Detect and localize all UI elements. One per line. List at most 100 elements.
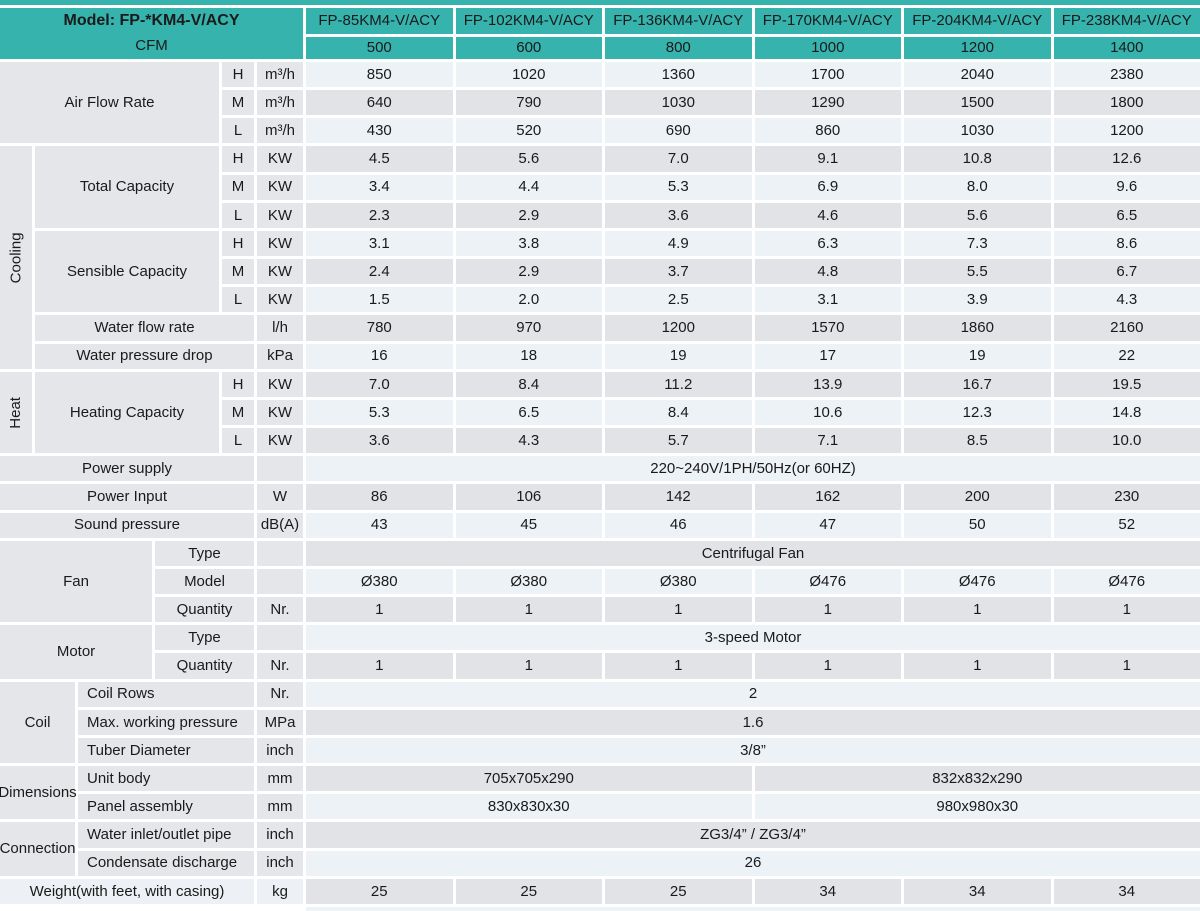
value-cell: 230	[1053, 484, 1200, 510]
value-cell: 1020	[455, 62, 602, 88]
value-cell: Ø380	[605, 568, 752, 595]
value-cell: 8.5	[904, 428, 1051, 454]
value-cell: 800	[605, 37, 752, 59]
value-cell: 3.4	[306, 174, 453, 200]
value-cell: 2.4	[306, 259, 453, 285]
value-cell: 4.3	[1053, 287, 1200, 313]
value-cell: 430	[306, 118, 453, 144]
value-cell: 3.6	[605, 202, 752, 228]
value-cell: 1	[455, 597, 602, 623]
value-cell: 9.6	[1053, 174, 1200, 200]
value-cell: 1200	[904, 37, 1051, 59]
unit-cell: KW	[257, 259, 303, 285]
value-cell: 86	[306, 484, 453, 510]
power-supply-label: Power supply	[0, 456, 254, 482]
speed-cell: L	[222, 118, 254, 144]
value-cell: 1	[1053, 653, 1200, 679]
value-cell: 4.6	[754, 202, 901, 228]
tuber-diameter-value: 3/8”	[306, 737, 1200, 764]
value-cell: 17	[754, 343, 901, 369]
model-header-cell: Model: FP-*KM4-V/ACY CFM	[0, 8, 303, 59]
value-cell: 780	[306, 315, 453, 341]
value-cell: 12.6	[1053, 146, 1200, 172]
value-cell: FP-170KM4-V/ACY	[754, 8, 901, 34]
value-cell: 7.3	[904, 230, 1051, 257]
value-cell: 1030	[605, 90, 752, 116]
value-cell: 3.1	[754, 287, 901, 313]
value-cell: 2380	[1053, 62, 1200, 88]
value-cell: 6.5	[455, 399, 602, 426]
water-pressure-drop-label: Water pressure drop	[35, 343, 254, 369]
value-cell: 5.6	[455, 146, 602, 172]
value-cell: 1290	[754, 90, 901, 116]
weight-label: Weight(with feet, with casing)	[0, 878, 254, 904]
value-cell: 4.4	[455, 174, 602, 200]
value-cell: 1200	[1053, 118, 1200, 144]
panel-assembly-value-left: 830x830x30	[306, 794, 752, 820]
value-cell: 5.7	[605, 428, 752, 454]
value-cell: 1	[904, 653, 1051, 679]
value-cell: 1030	[904, 118, 1051, 144]
value-cell: 52	[1053, 512, 1200, 538]
value-cell: 19.5	[1053, 371, 1200, 397]
total-capacity-label: Total Capacity	[35, 146, 219, 228]
value-cell: 1	[455, 653, 602, 679]
unit-body-value-right: 832x832x290	[754, 766, 1200, 792]
value-cell: FP-85KM4-V/ACY	[306, 8, 453, 34]
value-cell: 10.6	[754, 399, 901, 426]
value-cell: 3.9	[904, 287, 1051, 313]
value-cell: 6.7	[1053, 259, 1200, 285]
cooling-group-label: Cooling	[0, 146, 32, 369]
heat-group-text: Heat	[7, 396, 25, 429]
speed-cell: L	[222, 287, 254, 313]
value-cell: 16.7	[904, 371, 1051, 397]
coil-group-label: Coil	[0, 681, 75, 764]
value-cell: 1000	[754, 37, 901, 59]
value-cell: 3.6	[306, 428, 453, 454]
value-cell: 1500	[904, 90, 1051, 116]
value-cell: 2.9	[455, 259, 602, 285]
value-cell: 8.4	[605, 399, 752, 426]
value-cell: 1	[1053, 597, 1200, 623]
value-cell: 600	[455, 37, 602, 59]
motor-quantity-label: Quantity	[155, 653, 254, 679]
value-cell: Ø476	[754, 568, 901, 595]
speed-cell: M	[222, 90, 254, 116]
value-cell: Ø476	[1053, 568, 1200, 595]
value-cell: 2.0	[455, 287, 602, 313]
value-cell: 2.9	[455, 202, 602, 228]
unit-cell: kg	[257, 878, 303, 904]
value-cell: 46	[605, 512, 752, 538]
value-cell: 34	[754, 878, 901, 904]
value-cell: 690	[605, 118, 752, 144]
unit-cell: W	[257, 484, 303, 510]
value-cell: 162	[754, 484, 901, 510]
value-cell: 5.5	[904, 259, 1051, 285]
fan-type-label: Type	[155, 540, 254, 566]
water-inlet-outlet-pipe-label: Water inlet/outlet pipe	[78, 822, 254, 848]
value-cell: FP-102KM4-V/ACY	[455, 8, 602, 34]
speed-cell: H	[222, 230, 254, 257]
coil-rows-value: 2	[306, 681, 1200, 707]
value-cell: 9.1	[754, 146, 901, 172]
speed-cell: M	[222, 259, 254, 285]
fan-model-label: Model	[155, 568, 254, 595]
value-cell: 970	[455, 315, 602, 341]
value-cell: 10.8	[904, 146, 1051, 172]
unit-cell: inch	[257, 822, 303, 848]
value-cell: 2040	[904, 62, 1051, 88]
unit-cell: mm	[257, 794, 303, 820]
motor-type-value: 3-speed Motor	[306, 625, 1200, 651]
bottom-row-sliver	[306, 906, 1200, 911]
unit-cell: MPa	[257, 709, 303, 735]
value-cell: 1700	[754, 62, 901, 88]
value-cell: 14.8	[1053, 399, 1200, 426]
value-cell: 19	[904, 343, 1051, 369]
unit-cell: inch	[257, 850, 303, 876]
condensate-discharge-value: 26	[306, 850, 1200, 876]
motor-group-label: Motor	[0, 625, 152, 679]
power-input-label: Power Input	[0, 484, 254, 510]
unit-cell: mm	[257, 766, 303, 792]
value-cell: 34	[1053, 878, 1200, 904]
